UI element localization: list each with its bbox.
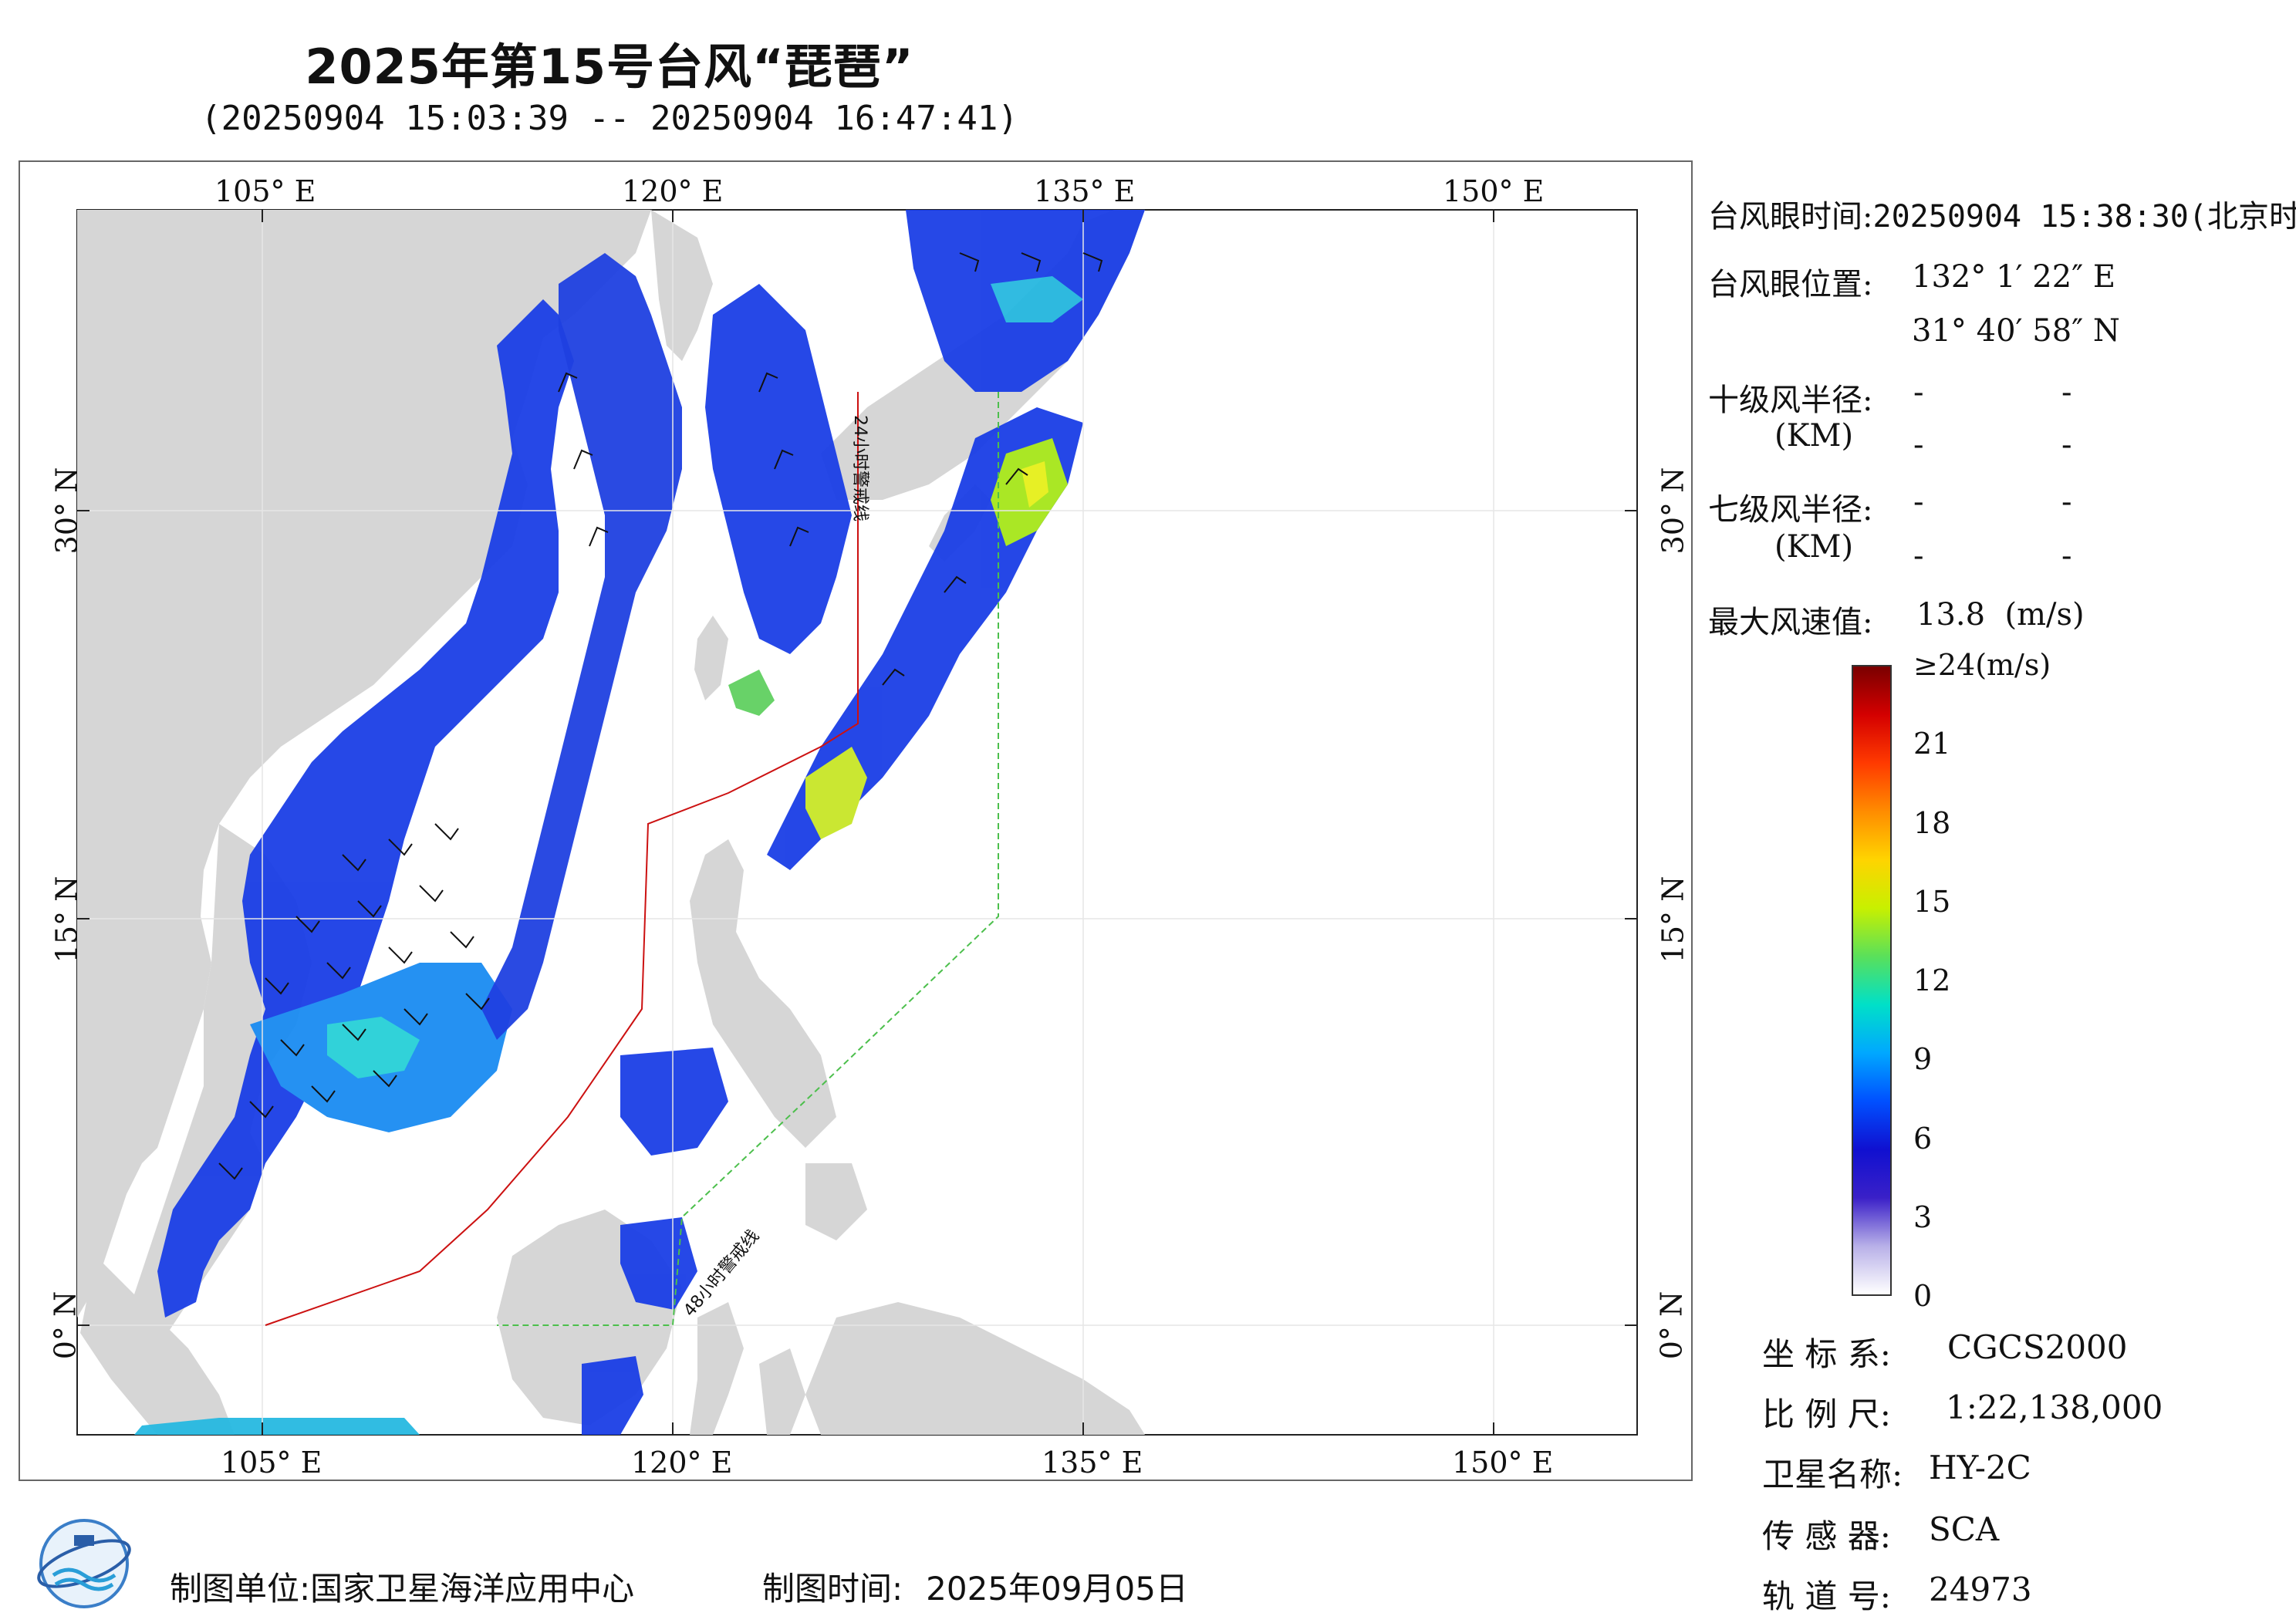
- wind-speed-colorbar: [1852, 665, 1892, 1296]
- left-lat-label-30: 30° N: [49, 467, 84, 555]
- r7-dash-2: -: [2061, 484, 2072, 520]
- r7-dash-4: -: [2061, 538, 2072, 574]
- colorbar-tick-label: 15: [1913, 884, 1951, 919]
- top-lon-label-135: 135° E: [1034, 174, 1136, 208]
- eye-time-value: 20250904 15:38:30(北京时): [1872, 199, 2296, 235]
- scale-label: 比 例 尺:: [1762, 1395, 1891, 1433]
- nsoas-logo-icon: [37, 1519, 131, 1608]
- colorbar-tick-label: 9: [1913, 1042, 1933, 1077]
- axis-ticks: [77, 210, 1637, 1435]
- left-lat-label-0: 0° N: [48, 1291, 83, 1360]
- max-wind-value: 13.8 (m/s): [1916, 597, 2085, 633]
- eye-position-lat: 31° 40′ 58″ N: [1912, 313, 2120, 349]
- colorbar-tick-label: 12: [1913, 963, 1951, 997]
- right-lat-label-15: 15° N: [1656, 876, 1690, 963]
- r10-dash-4: -: [2061, 427, 2072, 463]
- max-wind-label: 最大风速值:: [1708, 605, 1873, 640]
- left-lat-label-15: 15° N: [49, 876, 84, 963]
- graticule: [77, 210, 1637, 1435]
- wind-swath-mid: [481, 253, 852, 1040]
- colorbar-tick-label: ≥24(m/s): [1913, 648, 2051, 682]
- top-lon-label-105: 105° E: [214, 174, 316, 208]
- sensor-label: 传 感 器:: [1762, 1517, 1891, 1555]
- top-lon-label-120: 120° E: [622, 174, 724, 208]
- bottom-lon-label-120: 120° E: [631, 1446, 733, 1480]
- orbit-value: 24973: [1929, 1571, 2032, 1608]
- right-lat-label-0: 0° N: [1654, 1291, 1689, 1360]
- producer: 制图单位:国家卫星海洋应用中心: [170, 1570, 635, 1608]
- r7-dash-1: -: [1913, 484, 1924, 520]
- crs-label: 坐 标 系:: [1762, 1335, 1891, 1373]
- eye-position-lon: 132° 1′ 22″ E: [1912, 259, 2116, 295]
- bottom-lon-label-105: 105° E: [221, 1446, 322, 1480]
- bottom-lon-label-150: 150° E: [1452, 1446, 1554, 1480]
- map-frame: [19, 160, 1693, 1481]
- orbit-label: 轨 道 号:: [1762, 1577, 1891, 1615]
- colorbar-tick-label: 0: [1913, 1279, 1933, 1313]
- bottom-lon-label-135: 135° E: [1042, 1446, 1143, 1480]
- production-date: 制图时间: 2025年09月05日: [762, 1570, 1188, 1608]
- wind-barbs: [218, 252, 1103, 1180]
- warning-line-24h-label: 24小时警戒线: [850, 415, 869, 521]
- satellite-label: 卫星名称:: [1762, 1456, 1903, 1493]
- satellite-value: HY-2C: [1929, 1449, 2031, 1486]
- wind-swath-south: [134, 1048, 728, 1435]
- sensor-value: SCA: [1929, 1510, 2000, 1548]
- colorbar-tick-label: 18: [1913, 805, 1951, 840]
- r7-dash-3: -: [1913, 538, 1924, 574]
- r10-unit: (KM): [1774, 418, 1854, 454]
- r10-dash-3: -: [1913, 427, 1924, 463]
- colorbar-tick-label: 3: [1913, 1200, 1933, 1234]
- observation-time-range: (20250904 15:03:39 -- 20250904 16:47:41): [201, 99, 1018, 138]
- wind-field-map: 24小时警戒线 48小时警戒线: [76, 209, 1638, 1436]
- crs-value: CGCS2000: [1947, 1328, 2128, 1366]
- warning-line-48h: [497, 392, 999, 1326]
- r7-unit: (KM): [1774, 529, 1854, 565]
- top-lon-label-150: 150° E: [1443, 174, 1545, 208]
- r10-label: 十级风半径:: [1708, 383, 1873, 418]
- r10-dash-2: -: [2061, 375, 2072, 410]
- scale-value: 1:22,138,000: [1946, 1388, 2163, 1426]
- warning-line-24h: [265, 392, 859, 1326]
- eye-position-label: 台风眼位置:: [1708, 267, 1873, 302]
- colorbar-tick-label: 6: [1913, 1121, 1933, 1156]
- colorbar-tick-label: 21: [1913, 727, 1951, 761]
- right-lat-label-30: 30° N: [1656, 467, 1690, 555]
- eye-time-label: 台风眼时间:20250904 15:38:30(北京时): [1708, 191, 2296, 236]
- r7-label: 七级风半径:: [1708, 492, 1873, 528]
- r10-dash-1: -: [1913, 375, 1924, 410]
- map-title: 2025年第15号台风“琵琶”: [305, 39, 914, 95]
